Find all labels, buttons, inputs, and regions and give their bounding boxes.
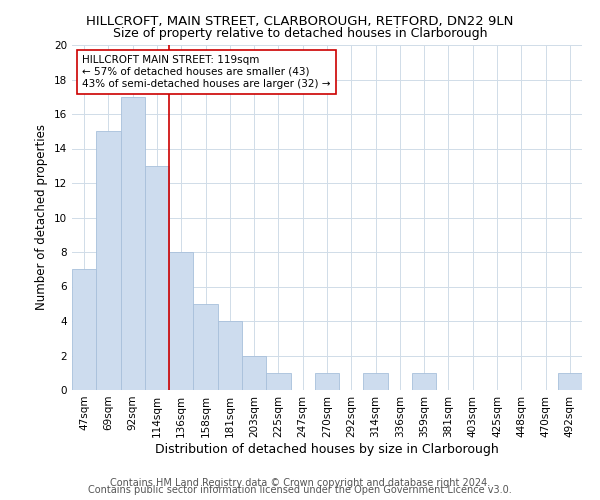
Bar: [121, 97, 145, 390]
Bar: [96, 131, 121, 390]
Text: HILLCROFT, MAIN STREET, CLARBOROUGH, RETFORD, DN22 9LN: HILLCROFT, MAIN STREET, CLARBOROUGH, RET…: [86, 15, 514, 28]
Bar: [242, 356, 266, 390]
Bar: [169, 252, 193, 390]
Text: Contains HM Land Registry data © Crown copyright and database right 2024.: Contains HM Land Registry data © Crown c…: [110, 478, 490, 488]
Bar: [72, 269, 96, 390]
Bar: [145, 166, 169, 390]
Bar: [218, 321, 242, 390]
Bar: [193, 304, 218, 390]
Bar: [315, 373, 339, 390]
Bar: [558, 373, 582, 390]
Bar: [364, 373, 388, 390]
Text: Contains public sector information licensed under the Open Government Licence v3: Contains public sector information licen…: [88, 485, 512, 495]
Y-axis label: Number of detached properties: Number of detached properties: [35, 124, 49, 310]
Bar: [412, 373, 436, 390]
X-axis label: Distribution of detached houses by size in Clarborough: Distribution of detached houses by size …: [155, 442, 499, 456]
Text: Size of property relative to detached houses in Clarborough: Size of property relative to detached ho…: [113, 28, 487, 40]
Text: HILLCROFT MAIN STREET: 119sqm
← 57% of detached houses are smaller (43)
43% of s: HILLCROFT MAIN STREET: 119sqm ← 57% of d…: [82, 56, 331, 88]
Bar: [266, 373, 290, 390]
